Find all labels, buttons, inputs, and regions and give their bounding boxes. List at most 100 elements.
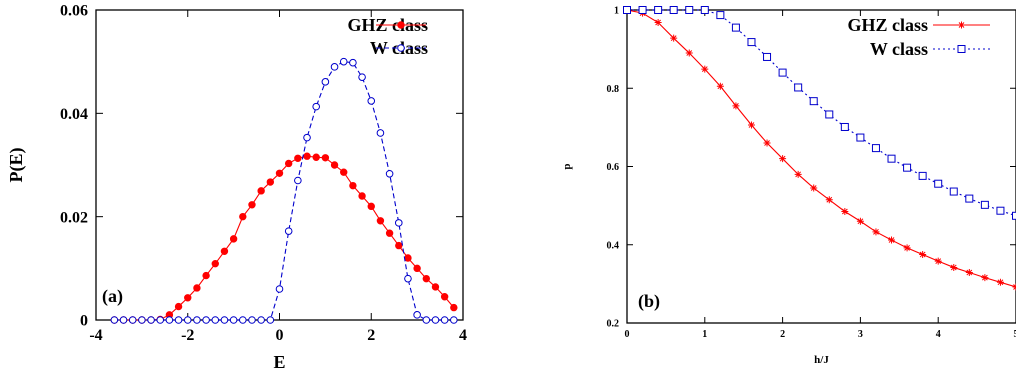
- data-point: [903, 244, 911, 252]
- data-point: [257, 316, 265, 324]
- data-point: [248, 201, 256, 209]
- data-point: [825, 196, 833, 204]
- data-point: [981, 274, 989, 282]
- data-point: [330, 161, 339, 169]
- data-point: [367, 97, 376, 105]
- data-point: [284, 227, 293, 235]
- data-point: [431, 316, 440, 324]
- data-point: [303, 152, 311, 160]
- chart-panel-b: 0 1 2 3 4 5 0.2 0.4 0.6 0.8 1 h/J p (b) GHZ class W cla…: [561, 6, 1016, 366]
- data-point: [779, 155, 787, 163]
- data-point: [778, 68, 787, 77]
- data-point: [340, 168, 348, 176]
- data-point: [248, 316, 256, 324]
- data-point: [934, 179, 943, 188]
- series-w-class: [623, 6, 1016, 220]
- data-point: [669, 6, 678, 14]
- data-point: [183, 316, 192, 324]
- data-point: [275, 285, 284, 293]
- data-point: [229, 316, 238, 324]
- y-tick-label: 0.2: [607, 319, 620, 330]
- data-point: [294, 176, 302, 185]
- panel-label: (a): [102, 286, 123, 307]
- data-point: [638, 6, 647, 14]
- data-point: [654, 6, 663, 14]
- data-point: [367, 202, 375, 211]
- data-point: [165, 316, 174, 324]
- y-tick-label: 0: [80, 313, 88, 330]
- data-point: [312, 153, 320, 161]
- data-point: [965, 194, 974, 203]
- data-point: [284, 159, 293, 168]
- data-point: [701, 65, 709, 73]
- data-point: [211, 316, 220, 324]
- series-ghz-class: [623, 6, 1016, 291]
- series-line: [114, 155, 455, 321]
- data-point: [312, 102, 321, 111]
- data-point: [174, 316, 183, 324]
- data-point: [747, 38, 756, 47]
- data-point: [950, 263, 958, 271]
- data-point: [147, 316, 155, 324]
- data-point: [321, 154, 330, 162]
- series-line: [114, 61, 454, 321]
- data-point: [856, 133, 865, 142]
- data-point: [330, 63, 339, 71]
- data-point: [794, 170, 802, 178]
- data-point: [623, 6, 631, 14]
- data-point: [184, 294, 192, 302]
- data-point: [840, 122, 849, 131]
- data-point: [422, 274, 430, 283]
- x-tick-label: 5: [1014, 329, 1016, 340]
- data-point: [996, 278, 1004, 286]
- legend-marker: [397, 44, 405, 52]
- data-point: [685, 6, 694, 14]
- series-line: [627, 9, 1016, 217]
- x-axis-label: E: [273, 352, 285, 372]
- x-tick-label: 4: [936, 329, 941, 340]
- data-point: [138, 316, 146, 324]
- data-point: [732, 102, 740, 110]
- data-point: [174, 302, 183, 311]
- plot-frame: [626, 9, 1016, 324]
- data-point: [825, 110, 834, 119]
- data-point: [385, 169, 394, 178]
- series-line: [626, 9, 1016, 288]
- data-point: [871, 144, 880, 153]
- data-point: [413, 264, 421, 273]
- data-point: [110, 316, 119, 324]
- data-point: [339, 57, 348, 66]
- data-point: [294, 154, 302, 162]
- data-point: [229, 235, 238, 243]
- data-point: [239, 316, 247, 324]
- data-point: [809, 97, 818, 106]
- data-point: [810, 184, 818, 192]
- data-point: [358, 192, 366, 200]
- data-point: [903, 163, 912, 172]
- data-point: [731, 23, 740, 32]
- data-point: [404, 274, 412, 283]
- data-point: [440, 316, 449, 324]
- x-tick-label: 2: [367, 327, 375, 344]
- y-tick-label: 0.8: [607, 84, 620, 95]
- data-point: [856, 217, 864, 225]
- data-point: [275, 169, 284, 177]
- data-point: [670, 34, 678, 42]
- y-tick-label: 0.6: [607, 162, 620, 173]
- x-tick-label: -2: [181, 327, 194, 344]
- data-point: [376, 217, 385, 225]
- data-point: [202, 316, 210, 324]
- data-point: [349, 181, 357, 190]
- data-point: [763, 52, 772, 61]
- data-point: [431, 283, 440, 291]
- legend-marker: [958, 21, 965, 29]
- legend-label: W class: [870, 39, 928, 59]
- y-axis-label: P(E): [6, 148, 27, 183]
- data-point: [394, 219, 403, 227]
- data-point: [266, 178, 275, 186]
- legend-marker: [397, 21, 405, 29]
- y-tick-label: 0.02: [60, 209, 88, 226]
- y-tick-label: 0.4: [607, 240, 620, 251]
- data-point: [919, 251, 927, 259]
